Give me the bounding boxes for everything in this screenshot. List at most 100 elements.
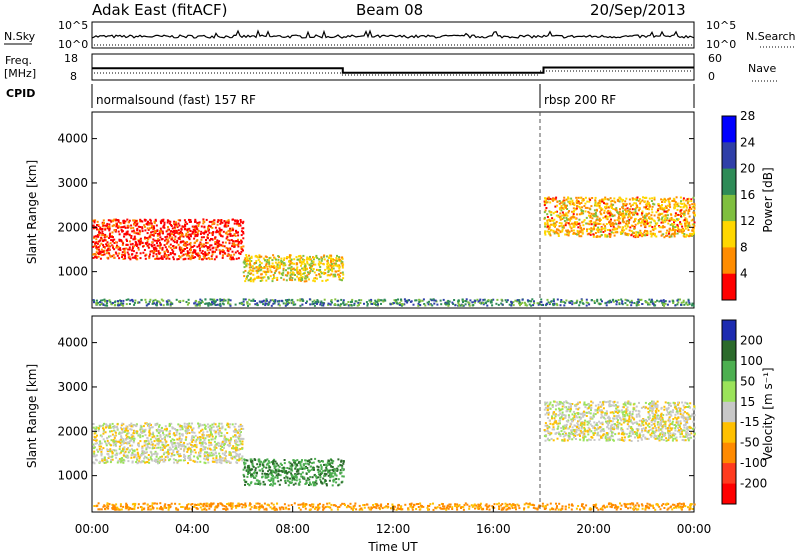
echo-cell [223, 454, 226, 456]
colorbar-tick-label: 24 [740, 135, 755, 149]
echo-cell [191, 429, 194, 432]
echo-cell [113, 242, 116, 244]
echo-cell [221, 425, 224, 428]
echo-cell [259, 255, 262, 258]
echo-cell [640, 298, 643, 301]
echo-cell [233, 253, 236, 256]
echo-cell [545, 201, 548, 204]
echo-cell [123, 225, 126, 228]
echo-cell [341, 467, 344, 470]
echo-cell [262, 303, 265, 306]
echo-cell [252, 280, 255, 283]
echo-cell [598, 217, 601, 220]
echo-cell [221, 254, 224, 257]
echo-cell [113, 429, 116, 432]
echo-cell [202, 236, 205, 239]
echo-cell [266, 267, 269, 270]
echo-cell [595, 208, 598, 211]
echo-cell [170, 233, 173, 235]
echo-cell [130, 227, 133, 230]
echo-cell [100, 454, 103, 457]
echo-cell [243, 260, 246, 263]
echo-cell [329, 462, 331, 465]
echo-cell [116, 426, 118, 428]
echo-cell [215, 248, 218, 251]
echo-cell [365, 301, 368, 304]
echo-cell [172, 239, 175, 242]
echo-cell [203, 231, 206, 234]
echo-cell [157, 233, 159, 235]
echo-cell [250, 299, 253, 302]
echo-cell [271, 265, 274, 268]
echo-cell [648, 208, 651, 211]
echo-cell [574, 217, 577, 220]
echo-cell [121, 449, 124, 452]
echo-cell [174, 235, 177, 238]
echo-cell [588, 207, 591, 210]
echo-cell [609, 200, 612, 203]
echo-cell [139, 454, 142, 457]
echo-cell [193, 444, 196, 446]
echo-cell [143, 249, 146, 251]
echo-cell [118, 448, 121, 451]
echo-cell [179, 455, 182, 457]
echo-cell [118, 445, 121, 448]
echo-cell [135, 432, 138, 435]
echo-cell [110, 303, 113, 306]
echo-cell [135, 232, 138, 235]
echo-cell [162, 460, 165, 463]
echo-cell [259, 280, 262, 282]
echo-cell [673, 235, 676, 238]
echo-cell [197, 454, 200, 457]
echo-cell [338, 269, 341, 272]
echo-cell [162, 225, 165, 228]
echo-cell [227, 220, 230, 223]
echo-cell [170, 439, 172, 442]
echo-cell [190, 437, 193, 440]
echo-cell [133, 303, 136, 306]
echo-cell [191, 450, 194, 453]
echo-cell [125, 303, 128, 306]
echo-cell [478, 301, 481, 304]
echo-cell [644, 223, 647, 225]
echo-cell [265, 273, 268, 276]
echo-cell [204, 252, 207, 255]
echo-cell [110, 455, 113, 458]
echo-cell [254, 300, 256, 302]
echo-cell [273, 462, 276, 465]
echo-cell [128, 437, 131, 440]
echo-cell [207, 246, 209, 249]
echo-cell [572, 232, 575, 234]
echo-cell [97, 246, 100, 249]
echo-cell [186, 235, 188, 238]
echo-cell [645, 212, 648, 215]
echo-cell [483, 298, 486, 301]
echo-cell [648, 216, 651, 219]
echo-cell [299, 271, 302, 274]
echo-cell [575, 196, 578, 199]
echo-cell [570, 197, 573, 200]
echo-cell [166, 233, 169, 236]
echo-cell [152, 301, 154, 303]
echo-cell [604, 227, 607, 230]
echo-cell [214, 432, 217, 435]
echo-cell [182, 258, 185, 261]
echo-cell [103, 236, 106, 239]
echo-cell [375, 303, 377, 306]
echo-cell [118, 440, 121, 443]
echo-cell [627, 216, 630, 219]
echo-cell [649, 230, 652, 233]
echo-cell [648, 225, 651, 228]
echo-cell [683, 211, 686, 214]
echo-cell [235, 222, 238, 225]
echo-cell [599, 222, 602, 225]
echo-cell [150, 423, 152, 426]
echo-cell [169, 220, 172, 223]
echo-cell [123, 235, 126, 238]
echo-cell [665, 232, 668, 234]
echo-cell [616, 219, 619, 222]
echo-cell [275, 268, 278, 271]
echo-cell [662, 221, 665, 224]
echo-cell [205, 218, 208, 221]
